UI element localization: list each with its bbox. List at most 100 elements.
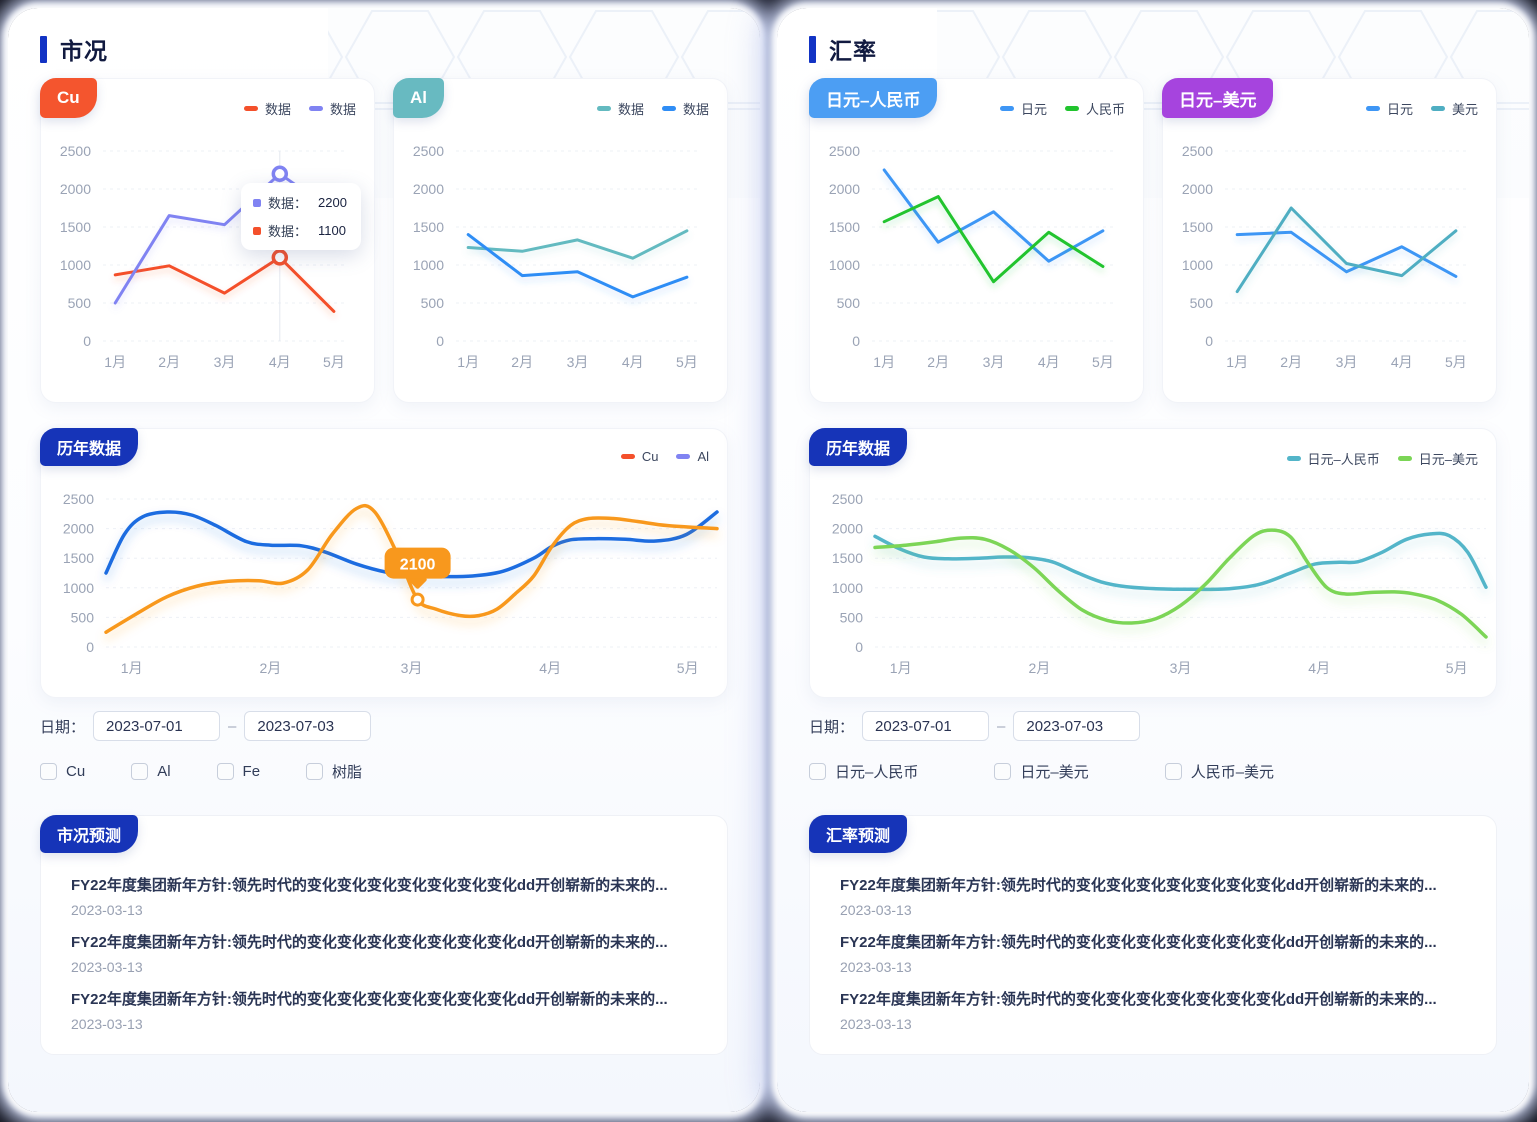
svg-text:3月: 3月: [1336, 354, 1358, 370]
svg-text:500: 500: [68, 295, 92, 311]
svg-text:1000: 1000: [1182, 257, 1213, 273]
fx-history-chart[interactable]: 0 500 1000 1500 2000 2500 1月 2月 3月 4月 5月: [810, 429, 1496, 697]
fx-panel: 汇率 日元–人民币 日元 人民币 0 500 1000 1500 2000 2500 1月 2…: [777, 8, 1529, 1112]
checkbox-cu[interactable]: Cu: [40, 763, 85, 780]
legend-item[interactable]: 人民币: [1064, 99, 1125, 118]
legend-item[interactable]: Al: [676, 449, 709, 464]
svg-text:2000: 2000: [413, 181, 444, 197]
svg-text:5月: 5月: [1445, 354, 1467, 370]
svg-text:1500: 1500: [63, 550, 94, 566]
svg-text:1500: 1500: [60, 219, 91, 235]
svg-text:2000: 2000: [63, 521, 94, 537]
svg-text:2000: 2000: [60, 181, 91, 197]
news-item[interactable]: FY22年度集团新年方针:领先时代的变化变化变化变化变化变化变化dd开创崭新的未…: [840, 990, 1472, 1033]
checkbox-cny-usd[interactable]: 人民币–美元: [1164, 761, 1275, 782]
news-title: FY22年度集团新年方针:领先时代的变化变化变化变化变化变化变化dd开创崭新的未…: [840, 877, 1437, 894]
svg-text:0: 0: [83, 333, 91, 349]
cu-chart-legend: 数据 数据: [243, 99, 356, 118]
checkbox-jpy-usd[interactable]: 日元–美元: [994, 761, 1089, 782]
checkbox-label: 树脂: [332, 764, 363, 781]
svg-text:4月: 4月: [1038, 354, 1060, 370]
checkbox-box[interactable]: [994, 763, 1012, 780]
checkbox-jpy-cny[interactable]: 日元–人民币: [809, 761, 918, 782]
legend-item[interactable]: 日元–美元: [1397, 449, 1478, 468]
checkbox-label: 日元–美元: [1020, 764, 1089, 781]
legend-swatch: [661, 106, 676, 111]
date-from-input[interactable]: [862, 711, 990, 741]
legend-label: 日元–人民币: [1307, 452, 1380, 467]
checkbox-label: 日元–人民币: [835, 764, 919, 781]
svg-text:1月: 1月: [457, 354, 479, 370]
market-history-chart[interactable]: 0 500 1000 1500 2000 2500 1月 2月 3月 4月 5月 2100: [41, 429, 727, 697]
svg-text:0: 0: [852, 333, 860, 349]
checkbox-box[interactable]: [809, 763, 826, 780]
jpy-usd-legend: 日元 美元: [1365, 99, 1478, 118]
legend-label: 数据: [617, 102, 644, 117]
checkbox-label: Al: [157, 763, 171, 780]
checkbox-box[interactable]: [216, 763, 234, 780]
svg-text:2500: 2500: [1182, 143, 1213, 159]
checkbox-box[interactable]: [1164, 763, 1182, 780]
jpy-cny-line-chart[interactable]: 0 500 1000 1500 2000 2500 1月 2月 3月 4月 5月: [810, 79, 1143, 402]
news-title: FY22年度集团新年方针:领先时代的变化变化变化变化变化变化变化dd开创崭新的未…: [71, 991, 668, 1008]
tooltip-value: 1100: [318, 223, 346, 238]
news-item[interactable]: FY22年度集团新年方针:领先时代的变化变化变化变化变化变化变化dd开创崭新的未…: [71, 876, 703, 919]
legend-item[interactable]: Cu: [620, 449, 658, 464]
legend-item[interactable]: 美元: [1430, 99, 1478, 118]
tooltip-value: 2200: [318, 195, 347, 210]
news-item[interactable]: FY22年度集团新年方针:领先时代的变化变化变化变化变化变化变化dd开创崭新的未…: [840, 933, 1472, 976]
svg-text:3月: 3月: [1170, 660, 1192, 676]
jpy-usd-line-chart[interactable]: 0 500 1000 1500 2000 2500 1月 2月 3月 4月 5月: [1163, 79, 1496, 402]
checkbox-al[interactable]: Al: [131, 763, 171, 780]
legend-item[interactable]: 数据: [661, 99, 709, 118]
tooltip-swatch: [253, 226, 261, 235]
svg-text:3月: 3月: [567, 354, 589, 370]
legend-swatch: [620, 454, 635, 459]
news-date: 2023-03-13: [840, 1016, 912, 1032]
cu-line-chart[interactable]: 0 500 1000 1500 2000 2500 1月 2月 3月 4月 5月: [41, 79, 374, 402]
jpy-usd-chart-card: 日元–美元 日元 美元 0 500 1000 1500 2000 2500 1月 2月 3月 4月…: [1162, 78, 1497, 403]
header-accent-bar: [809, 35, 816, 63]
date-range-row: 日期： –: [40, 711, 372, 741]
cu-badge: Cu: [40, 78, 97, 118]
legend-item[interactable]: 日元: [999, 99, 1047, 118]
legend-item[interactable]: 数据: [243, 99, 291, 118]
svg-text:1月: 1月: [121, 660, 143, 676]
date-from-input[interactable]: [93, 711, 221, 741]
news-item[interactable]: FY22年度集团新年方针:领先时代的变化变化变化变化变化变化变化dd开创崭新的未…: [840, 876, 1472, 919]
tooltip-label: 数据：: [268, 224, 308, 239]
svg-text:500: 500: [421, 295, 445, 311]
news-title: FY22年度集团新年方针:领先时代的变化变化变化变化变化变化变化dd开创崭新的未…: [71, 877, 668, 894]
legend-item[interactable]: 数据: [596, 99, 644, 118]
checkbox-fe[interactable]: Fe: [216, 763, 260, 780]
al-line-chart[interactable]: 0 500 1000 1500 2000 2500 1月 2月 3月 4月 5月: [394, 79, 727, 402]
checkbox-box[interactable]: [306, 763, 324, 780]
legend-swatch: [243, 106, 258, 111]
jpy-usd-badge: 日元–美元: [1162, 78, 1274, 118]
checkbox-box[interactable]: [40, 763, 57, 780]
checkbox-resin[interactable]: 树脂: [306, 761, 362, 782]
jpy-cny-badge: 日元–人民币: [809, 78, 938, 118]
date-to-input[interactable]: [244, 711, 372, 741]
legend-swatch: [1430, 106, 1445, 111]
date-to-input[interactable]: [1013, 711, 1141, 741]
page-title: 市况: [60, 38, 108, 64]
legend-label: 日元–美元: [1418, 452, 1478, 467]
svg-text:2月: 2月: [927, 354, 949, 370]
svg-text:3月: 3月: [983, 354, 1005, 370]
svg-text:5月: 5月: [677, 660, 699, 676]
svg-text:4月: 4月: [1308, 660, 1330, 676]
svg-text:1月: 1月: [104, 354, 126, 370]
svg-text:2500: 2500: [829, 143, 860, 159]
svg-text:2100: 2100: [400, 557, 436, 574]
checkbox-box[interactable]: [131, 763, 149, 780]
fx-panel-header: 汇率: [809, 32, 877, 66]
news-item[interactable]: FY22年度集团新年方针:领先时代的变化变化变化变化变化变化变化dd开创崭新的未…: [71, 990, 703, 1033]
svg-text:4月: 4月: [269, 354, 291, 370]
legend-item[interactable]: 日元–人民币: [1286, 449, 1380, 468]
market-history-card: 历年数据 Cu Al 0 500 1000 1500 2000 2500 1月 2月 3月 4月 5…: [40, 428, 728, 698]
legend-item[interactable]: 日元: [1365, 99, 1413, 118]
legend-item[interactable]: 数据: [308, 99, 356, 118]
checkbox-label: 人民币–美元: [1190, 764, 1275, 781]
news-item[interactable]: FY22年度集团新年方针:领先时代的变化变化变化变化变化变化变化dd开创崭新的未…: [71, 933, 703, 976]
